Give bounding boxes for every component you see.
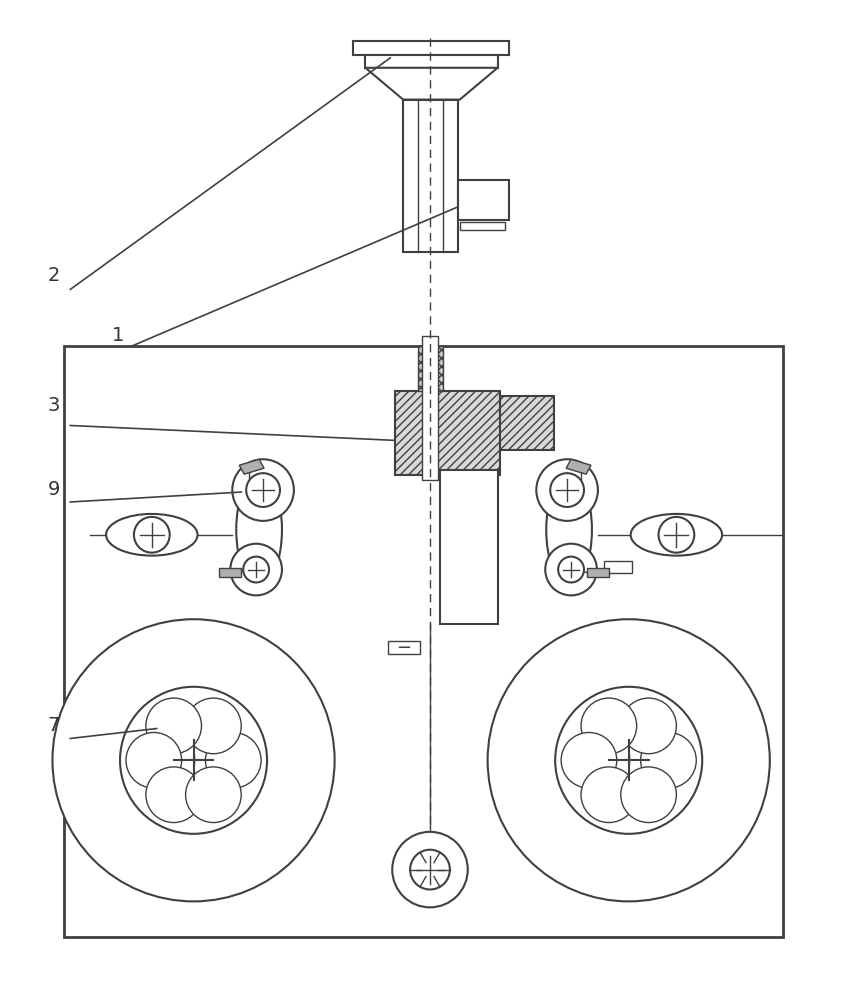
Circle shape: [659, 517, 694, 553]
Bar: [460, 222, 505, 230]
Circle shape: [550, 473, 584, 507]
Circle shape: [581, 767, 636, 823]
Polygon shape: [366, 68, 498, 100]
Text: 2: 2: [47, 266, 60, 285]
Bar: [403, 100, 458, 252]
Text: +: +: [621, 751, 636, 769]
Polygon shape: [418, 346, 443, 391]
Circle shape: [392, 832, 468, 907]
Bar: [500, 396, 554, 450]
Bar: [587, 568, 609, 577]
Text: 3: 3: [47, 396, 60, 415]
Polygon shape: [353, 41, 509, 55]
Bar: [604, 561, 632, 573]
Text: 9: 9: [47, 480, 60, 499]
Circle shape: [120, 687, 267, 834]
Circle shape: [410, 850, 450, 889]
Circle shape: [545, 544, 597, 595]
Circle shape: [232, 459, 294, 521]
Polygon shape: [239, 459, 264, 474]
Circle shape: [558, 557, 584, 582]
Bar: [64, 346, 783, 937]
Circle shape: [621, 698, 677, 754]
Polygon shape: [366, 55, 498, 68]
Circle shape: [126, 732, 181, 788]
Circle shape: [246, 473, 280, 507]
Circle shape: [556, 687, 703, 834]
Circle shape: [561, 732, 617, 788]
Circle shape: [186, 767, 241, 823]
Bar: [422, 336, 438, 480]
Circle shape: [621, 767, 677, 823]
Circle shape: [186, 698, 241, 754]
Circle shape: [230, 544, 282, 595]
Text: +: +: [186, 751, 201, 769]
Bar: [396, 391, 500, 475]
Ellipse shape: [106, 514, 198, 556]
Circle shape: [146, 698, 201, 754]
Bar: [388, 641, 420, 654]
Circle shape: [488, 619, 770, 901]
Circle shape: [581, 698, 636, 754]
Circle shape: [206, 732, 261, 788]
Bar: [219, 568, 241, 577]
Circle shape: [641, 732, 697, 788]
Ellipse shape: [630, 514, 722, 556]
Polygon shape: [566, 459, 591, 474]
Text: −: −: [396, 639, 412, 657]
Bar: [458, 180, 509, 220]
Circle shape: [146, 767, 201, 823]
Circle shape: [537, 459, 598, 521]
Circle shape: [243, 557, 269, 582]
Ellipse shape: [237, 474, 282, 585]
Text: 7: 7: [47, 716, 60, 735]
Circle shape: [52, 619, 335, 901]
Circle shape: [134, 517, 169, 553]
Text: 1: 1: [112, 326, 125, 345]
Ellipse shape: [546, 474, 592, 585]
Bar: [440, 470, 498, 624]
